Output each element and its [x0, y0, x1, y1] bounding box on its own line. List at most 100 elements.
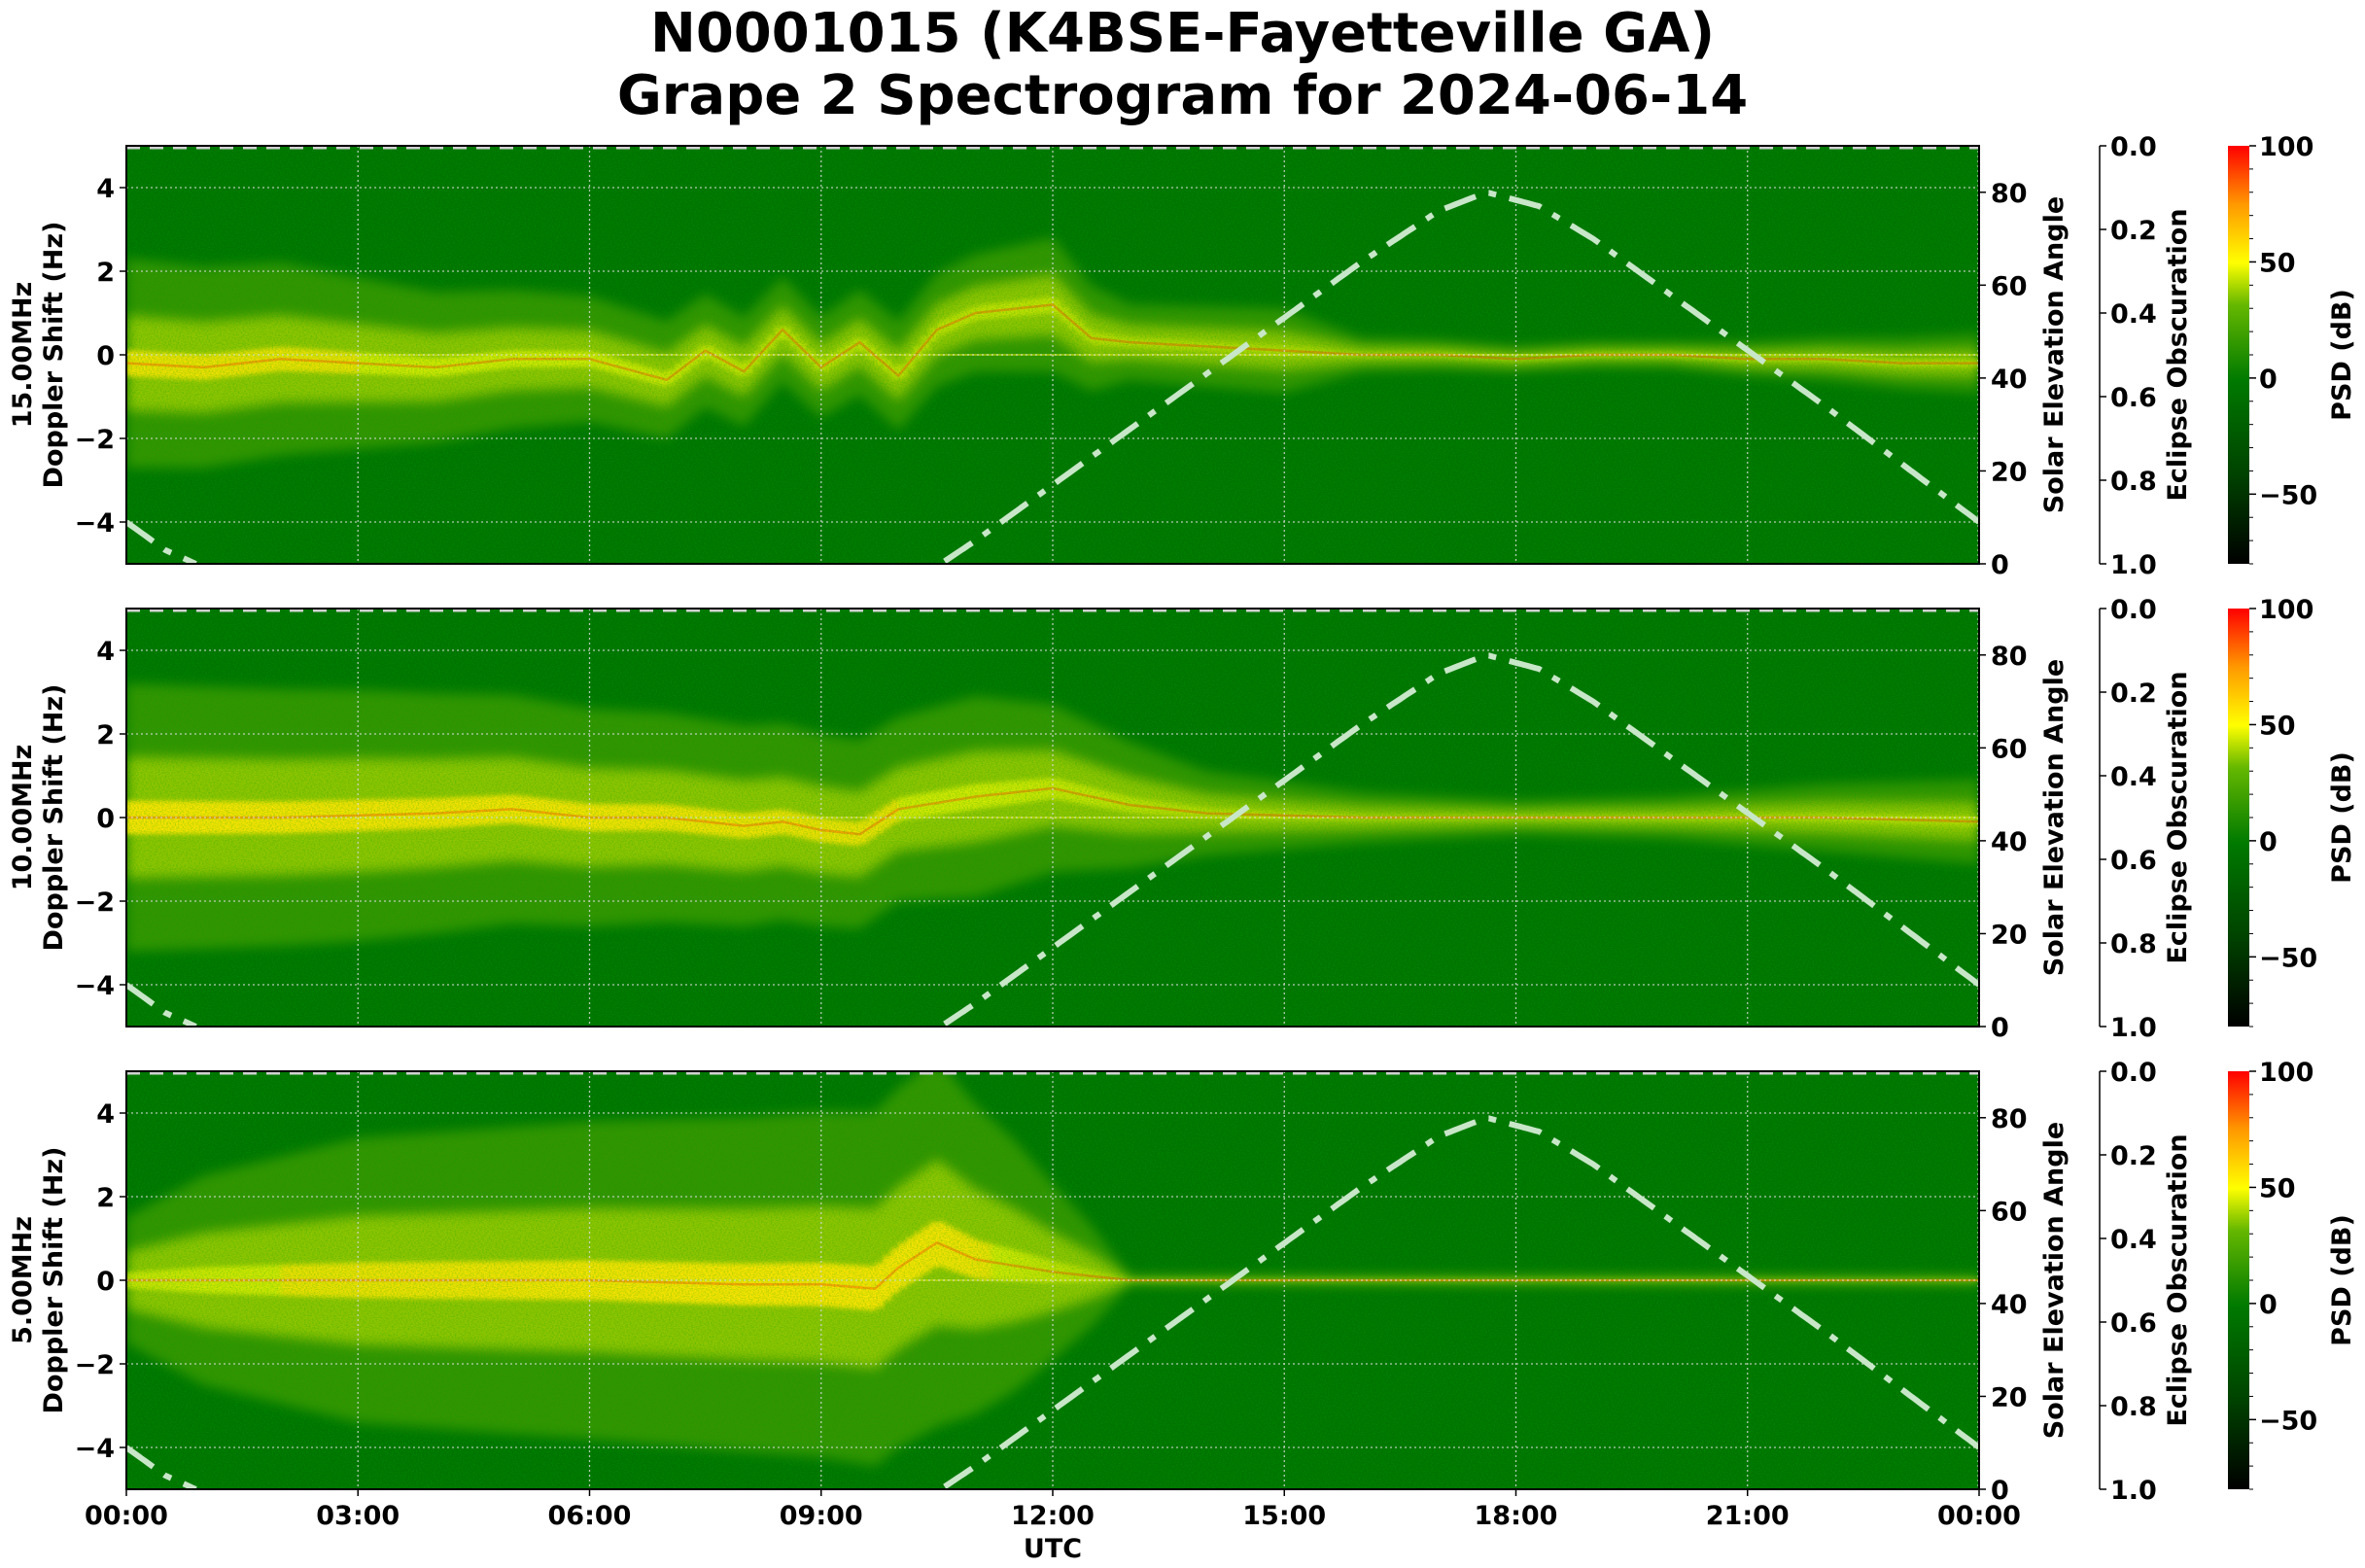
eclipse-obscuration-axis: 0.0 0.2 0.4 0.6 0.8 1.0 [2099, 132, 2157, 580]
doppler-tick-label: 2 [96, 720, 115, 750]
panel-10-00mhz: 420−2−410.00MHzDoppler Shift (Hz)8060402… [8, 595, 2357, 1043]
spectrogram-area [126, 146, 1979, 564]
eclipse-tick-label: 0.4 [2110, 1225, 2157, 1255]
eclipse-obscuration-axis: 0.0 0.2 0.4 0.6 0.8 1.0 [2099, 1058, 2157, 1506]
doppler-tick-label: 2 [96, 1183, 115, 1213]
solar-elevation-tick-label: 20 [1991, 1382, 2028, 1412]
solar-elevation-curve [943, 652, 1979, 1027]
doppler-tick-label: 0 [96, 341, 115, 371]
utc-tick-label: 06:00 [548, 1501, 632, 1531]
solar-elevation-tick-label: 40 [1991, 1290, 2028, 1320]
eclipse-tick-label: 0.0 [2110, 132, 2157, 162]
eclipse-tick-label: 0.4 [2110, 762, 2157, 792]
utc-tick-label: 18:00 [1475, 1501, 1558, 1531]
solar-elevation-curve [126, 982, 197, 1027]
solar-elevation-axis: 80 60 40 20 0 [1979, 1104, 2028, 1506]
psd-tick-label: −50 [2259, 1406, 2317, 1436]
solar-elevation-tick-label: 80 [1991, 642, 2028, 672]
psd-axis-label: PSD (dB) [2327, 751, 2357, 884]
psd-tick-label: 50 [2259, 1173, 2296, 1203]
eclipse-tick-label: 0.8 [2110, 467, 2157, 497]
psd-tick-label: −50 [2259, 943, 2317, 973]
solar-elevation-axis: 80 60 40 20 0 [1979, 642, 2028, 1043]
solar-elevation-axis-label: Solar Elevation Angle [2039, 196, 2069, 513]
eclipse-tick-label: 1.0 [2110, 1476, 2157, 1506]
solar-elevation-axis: 80 60 40 20 0 [1979, 179, 2028, 580]
eclipse-obscuration-axis: 0.0 0.2 0.4 0.6 0.8 1.0 [2099, 595, 2157, 1043]
spectrogram-area [126, 609, 1979, 1027]
doppler-tick-label: −2 [75, 1350, 115, 1380]
doppler-tick-label: 4 [96, 1099, 115, 1130]
solar-elevation-axis-label: Solar Elevation Angle [2039, 659, 2069, 976]
solar-elevation-tick-label: 0 [1991, 550, 2009, 580]
solar-elevation-axis-label: Solar Elevation Angle [2039, 1122, 2069, 1439]
panel-15-00mhz: 420−2−415.00MHzDoppler Shift (Hz)8060402… [8, 132, 2357, 580]
utc-axis-label: UTC [1024, 1534, 1082, 1564]
doppler-tick-label: 2 [96, 258, 115, 288]
solar-elevation-tick-label: 80 [1991, 179, 2028, 209]
doppler-axis: 4 2 0 −2 −4 [75, 1099, 126, 1464]
solar-elevation-tick-label: 60 [1991, 1197, 2028, 1227]
utc-tick-label: 00:00 [1937, 1501, 2021, 1531]
solar-elevation-tick-label: 60 [1991, 271, 2028, 301]
solar-elevation-tick-label: 20 [1991, 457, 2028, 487]
solar-elevation-tick-label: 0 [1991, 1013, 2009, 1043]
psd-tick-label: −50 [2259, 480, 2317, 510]
psd-axis-label: PSD (dB) [2327, 1214, 2357, 1346]
solar-elevation-tick-label: 20 [1991, 920, 2028, 950]
doppler-tick-label: 0 [96, 1267, 115, 1297]
eclipse-tick-label: 0.6 [2110, 383, 2157, 413]
psd-tick-label: 0 [2259, 1290, 2278, 1320]
eclipse-tick-label: 0.2 [2110, 679, 2157, 709]
utc-tick-label: 15:00 [1242, 1501, 1326, 1531]
doppler-tick-label: −4 [75, 1434, 115, 1464]
doppler-tick-label: 4 [96, 174, 115, 204]
solar-elevation-curve [126, 519, 197, 564]
psd-colorbar: 100 50 0 −50 [2228, 595, 2317, 1028]
solar-elevation-curve [943, 190, 1979, 564]
utc-tick-label: 21:00 [1706, 1501, 1790, 1531]
psd-tick-label: 50 [2259, 248, 2296, 278]
eclipse-tick-label: 0.2 [2110, 1141, 2157, 1171]
doppler-axis-label: 15.00MHzDoppler Shift (Hz) [8, 222, 69, 489]
solar-elevation-tick-label: 40 [1991, 827, 2028, 857]
psd-colorbar: 100 50 0 −50 [2228, 132, 2317, 565]
doppler-axis: 4 2 0 −2 −4 [75, 174, 126, 539]
doppler-tick-label: 0 [96, 804, 115, 834]
eclipse-obscuration-axis-label: Eclipse Obscuration [2163, 1133, 2193, 1426]
utc-tick-label: 03:00 [316, 1501, 400, 1531]
solar-elevation-curve [126, 1445, 197, 1489]
eclipse-tick-label: 0.8 [2110, 1392, 2157, 1422]
eclipse-tick-label: 1.0 [2110, 1013, 2157, 1043]
psd-tick-label: 0 [2259, 827, 2278, 857]
solar-elevation-tick-label: 80 [1991, 1104, 2028, 1134]
doppler-tick-label: −2 [75, 425, 115, 455]
spectrogram-area [126, 1071, 1979, 1489]
utc-tick-label: 00:00 [85, 1501, 168, 1531]
psd-axis-label: PSD (dB) [2327, 289, 2357, 421]
utc-tick-label: 12:00 [1011, 1501, 1095, 1531]
eclipse-tick-label: 1.0 [2110, 550, 2157, 580]
utc-tick-label: 09:00 [780, 1501, 863, 1531]
psd-tick-label: 100 [2259, 132, 2313, 162]
doppler-axis: 4 2 0 −2 −4 [75, 637, 126, 1001]
psd-tick-label: 0 [2259, 365, 2278, 395]
eclipse-tick-label: 0.2 [2110, 216, 2157, 246]
psd-tick-label: 50 [2259, 711, 2296, 741]
eclipse-tick-label: 0.6 [2110, 1308, 2157, 1339]
eclipse-tick-label: 0.6 [2110, 846, 2157, 876]
chart-title-line-2: Grape 2 Spectrogram for 2024-06-14 [616, 64, 1749, 127]
eclipse-obscuration-axis-label: Eclipse Obscuration [2163, 208, 2193, 501]
eclipse-tick-label: 0.4 [2110, 299, 2157, 330]
doppler-tick-label: 4 [96, 637, 115, 667]
doppler-tick-label: −2 [75, 888, 115, 918]
psd-colorbar: 100 50 0 −50 [2228, 1058, 2317, 1490]
doppler-tick-label: −4 [75, 971, 115, 1001]
panel-5-00mhz: 420−2−45.00MHzDoppler Shift (Hz)80604020… [8, 1058, 2357, 1506]
eclipse-tick-label: 0.0 [2110, 595, 2157, 625]
eclipse-tick-label: 0.8 [2110, 929, 2157, 959]
utc-time-axis: 00:00 03:00 06:00 09:00 12:00 15:00 18:00 21:00… [85, 1489, 2021, 1564]
psd-tick-label: 100 [2259, 595, 2313, 625]
solar-elevation-tick-label: 40 [1991, 365, 2028, 395]
